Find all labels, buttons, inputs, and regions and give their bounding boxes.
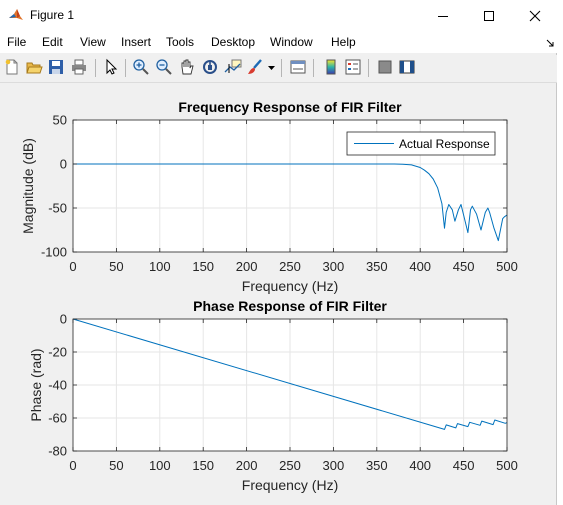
magnitude-line-group xyxy=(73,163,508,242)
toolbar xyxy=(0,55,557,83)
menu-view[interactable]: View xyxy=(80,35,106,49)
y-tick-label: 0 xyxy=(60,312,67,327)
menu-insert[interactable]: Insert xyxy=(121,35,152,49)
x-tick-label: 300 xyxy=(323,259,345,274)
menu-tools[interactable]: Tools xyxy=(166,35,195,49)
phase-ylabel: Phase (rad) xyxy=(28,348,44,421)
phase-axes[interactable]: 0 50 100 150 200 250 300 350 400 450 500 0 -20 -40 -60… xyxy=(28,298,518,493)
magnitude-xlabel: Frequency (Hz) xyxy=(242,278,338,294)
y-tick-label: -60 xyxy=(48,411,67,426)
phase-title: Phase Response of FIR Filter xyxy=(193,298,387,314)
y-tick-label: -40 xyxy=(48,378,67,393)
menu-window[interactable]: Window xyxy=(270,35,313,49)
menu-bar: File Edit View Insert Tools Desktop Wind… xyxy=(0,31,557,53)
print-icon[interactable] xyxy=(70,58,88,76)
save-icon[interactable] xyxy=(47,58,65,76)
y-tick-label: -80 xyxy=(48,444,67,459)
legend[interactable]: Actual Response xyxy=(346,131,496,156)
x-tick-label: 250 xyxy=(279,259,301,274)
minimize-button[interactable] xyxy=(420,0,466,31)
brush-icon[interactable] xyxy=(246,58,264,76)
phase-line-group xyxy=(72,318,508,430)
maximize-icon xyxy=(484,10,494,21)
brush-dropdown-icon[interactable] xyxy=(268,66,275,71)
x-tick-label: 100 xyxy=(149,259,171,274)
x-tick-label: 350 xyxy=(366,259,388,274)
background-window-edge xyxy=(557,0,563,505)
show-plot-tools-icon[interactable] xyxy=(398,58,416,76)
magnitude-title: Frequency Response of FIR Filter xyxy=(178,99,402,115)
colorbar-icon[interactable] xyxy=(322,58,340,76)
x-tick-label: 250 xyxy=(279,458,301,473)
x-tick-label: 400 xyxy=(409,458,431,473)
series-line-phase xyxy=(72,318,508,430)
data-cursor-icon[interactable] xyxy=(224,58,242,76)
x-tick-label: 200 xyxy=(236,458,258,473)
zoom-out-icon[interactable] xyxy=(155,58,173,76)
menu-help[interactable]: Help xyxy=(331,35,356,49)
series-line-actual-response xyxy=(73,163,508,242)
toolbar-separator xyxy=(313,59,314,77)
y-tick-label: 50 xyxy=(53,113,67,128)
magnitude-ylabel: Magnitude (dB) xyxy=(20,138,36,234)
hide-plot-tools-icon[interactable] xyxy=(376,58,394,76)
x-tick-label: 100 xyxy=(149,458,171,473)
x-tick-label: 200 xyxy=(236,259,258,274)
x-tick-label: 150 xyxy=(192,458,214,473)
menu-desktop[interactable]: Desktop xyxy=(211,35,256,49)
window-title: Figure 1 xyxy=(30,8,75,22)
y-tick-label: -20 xyxy=(48,345,67,360)
maximize-button[interactable] xyxy=(466,0,512,31)
x-tick-label: 450 xyxy=(453,259,475,274)
close-icon xyxy=(529,10,541,21)
minimize-icon xyxy=(438,15,448,17)
matlab-logo-icon xyxy=(9,9,23,20)
x-tick-label: 150 xyxy=(192,259,214,274)
menu-file[interactable]: File xyxy=(7,35,27,49)
x-tick-label: 400 xyxy=(409,259,431,274)
dock-arrow-icon[interactable] xyxy=(546,39,554,47)
legend-box xyxy=(346,131,496,156)
toolbar-separator xyxy=(95,59,96,77)
link-plot-icon[interactable] xyxy=(289,58,307,76)
toolbar-separator xyxy=(368,59,369,77)
toolbar-separator xyxy=(125,59,126,77)
menu-edit[interactable]: Edit xyxy=(42,35,63,49)
open-file-icon[interactable] xyxy=(25,58,43,76)
x-tick-label: 50 xyxy=(109,458,123,473)
rotate-3d-icon[interactable] xyxy=(201,58,219,76)
x-tick-label: 0 xyxy=(69,458,76,473)
y-tick-label: -100 xyxy=(41,245,67,260)
pointer-icon[interactable] xyxy=(102,58,120,76)
x-tick-label: 350 xyxy=(366,458,388,473)
y-tick-label: 0 xyxy=(60,157,67,172)
phase-ticks: 0 50 100 150 200 250 300 350 400 450 500 0 -20 -40 -60… xyxy=(48,312,518,474)
y-tick-label: -50 xyxy=(48,201,67,216)
toolbar-separator xyxy=(281,59,282,77)
x-tick-label: 0 xyxy=(69,259,76,274)
title-bar: Figure 1 xyxy=(0,0,557,31)
legend-entry-actual-response: Actual Response xyxy=(399,137,490,151)
close-button[interactable] xyxy=(512,0,558,31)
phase-xlabel: Frequency (Hz) xyxy=(242,477,338,493)
x-tick-label: 500 xyxy=(496,259,518,274)
new-figure-icon[interactable] xyxy=(3,58,21,76)
x-tick-label: 300 xyxy=(323,458,345,473)
zoom-in-icon[interactable] xyxy=(132,58,150,76)
x-tick-label: 50 xyxy=(109,259,123,274)
x-tick-label: 500 xyxy=(496,458,518,473)
magnitude-axes[interactable]: 0 50 100 150 200 250 300 350 400 450 500500-50-100… xyxy=(20,99,518,294)
legend-icon[interactable] xyxy=(344,58,362,76)
pan-icon[interactable] xyxy=(178,58,196,76)
x-tick-label: 450 xyxy=(453,458,475,473)
